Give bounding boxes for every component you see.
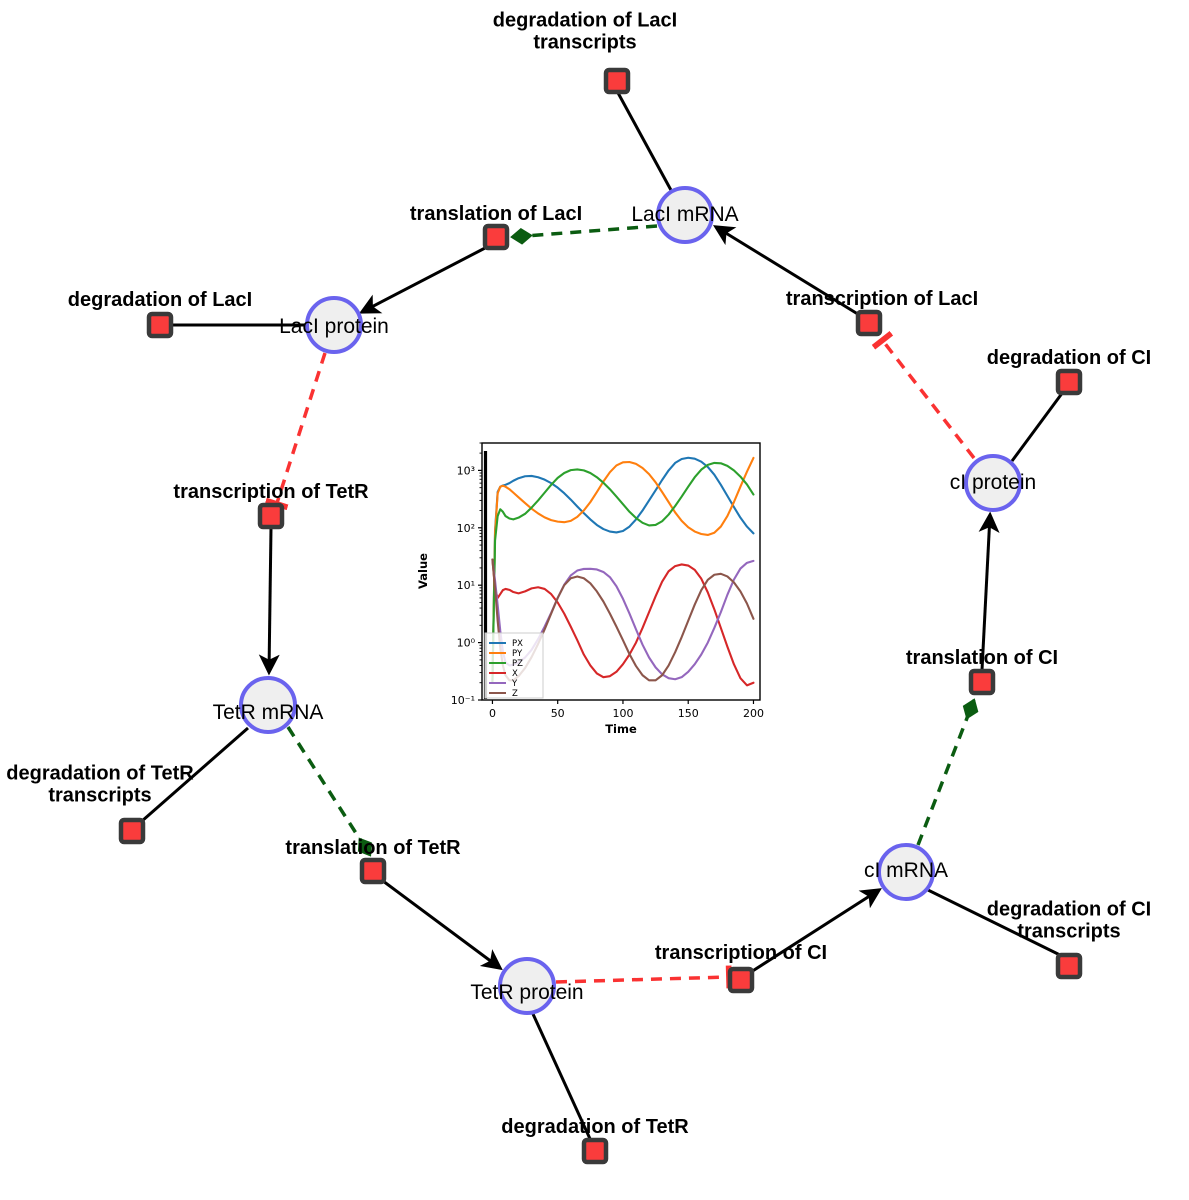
edge-laci-mrna-to-deg-laci-transcripts bbox=[615, 90, 674, 193]
plot-xlabel: Time bbox=[605, 722, 637, 736]
reaction-label-transcription-laci: transcription of LacI bbox=[785, 287, 979, 310]
reaction-label-deg-ci-transcripts: degradation of CI transcripts bbox=[986, 898, 1152, 943]
species-node-tetr-protein[interactable] bbox=[498, 957, 556, 1015]
reaction-label-translation-tetr: translation of TetR bbox=[285, 836, 461, 859]
edge-group-inhibitor bbox=[265, 331, 976, 989]
reaction-node-deg-laci[interactable] bbox=[146, 311, 174, 339]
plot-series-lines bbox=[491, 456, 755, 687]
species-node-tetr-mrna[interactable] bbox=[239, 676, 297, 734]
reaction-node-deg-tetr-transcripts[interactable] bbox=[118, 817, 146, 845]
reaction-node-transcription-ci[interactable] bbox=[727, 966, 755, 994]
edge-ci-mrna-to-translation-ci bbox=[916, 698, 979, 846]
reaction-node-deg-tetr[interactable] bbox=[581, 1137, 609, 1165]
species-label-ci-protein: cI protein bbox=[949, 471, 1037, 494]
plot-y-axis-ticks: 10⁻¹ 10⁰ 10¹ 10² 10³ bbox=[451, 442, 482, 707]
reaction-label-deg-laci: degradation of LacI bbox=[67, 288, 253, 311]
plot-series-x bbox=[491, 558, 755, 687]
reaction-node-transcription-laci[interactable] bbox=[855, 309, 883, 337]
reaction-label-deg-tetr: degradation of TetR bbox=[501, 1115, 689, 1138]
plot-legend-label-px: PX bbox=[512, 639, 523, 649]
reaction-node-deg-ci-transcripts[interactable] bbox=[1055, 952, 1083, 980]
edge-translation-tetr-to-tetr-protein bbox=[382, 879, 503, 971]
edge-translation-ci-to-ci-protein bbox=[978, 511, 1000, 671]
edge-ci-protein-to-transcription-laci bbox=[871, 331, 976, 460]
edge-group-modifier bbox=[286, 224, 979, 857]
species-node-ci-mrna[interactable] bbox=[877, 843, 935, 901]
species-label-tetr-mrna: TetR mRNA bbox=[212, 701, 324, 724]
plot-x-axis-ticks: 0 50 100 150 200 bbox=[489, 700, 764, 720]
reaction-label-deg-tetr-transcripts: degradation of TetR transcripts bbox=[6, 762, 194, 807]
plot-xtick-label: 150 bbox=[678, 707, 699, 720]
species-node-laci-mrna[interactable] bbox=[656, 186, 714, 244]
plot-xtick-label: 200 bbox=[743, 707, 764, 720]
reaction-node-translation-laci[interactable] bbox=[482, 223, 510, 251]
edge-group-product bbox=[258, 225, 1000, 974]
plot-ytick-label: 10⁻¹ bbox=[451, 694, 475, 707]
reaction-label-deg-laci-transcripts: degradation of LacI transcripts bbox=[492, 9, 678, 54]
edge-ci-protein-to-deg-ci bbox=[1010, 391, 1065, 462]
edge-tetr-protein-to-transcription-ci bbox=[555, 965, 733, 989]
plot-ytick-label: 10³ bbox=[457, 464, 475, 477]
reaction-node-translation-tetr[interactable] bbox=[359, 857, 387, 885]
species-node-group[interactable] bbox=[239, 186, 1022, 1015]
reaction-node-deg-laci-transcripts[interactable] bbox=[603, 67, 631, 95]
plot-series-pz bbox=[491, 461, 755, 684]
plot-ytick-label: 10⁰ bbox=[457, 637, 476, 650]
plot-legend-label-x: X bbox=[512, 669, 518, 679]
edge-transcription-ci-to-ci-mrna bbox=[750, 888, 882, 974]
reaction-node-transcription-tetr[interactable] bbox=[257, 502, 285, 530]
plot-legend-label-pz: PZ bbox=[512, 659, 523, 669]
species-label-laci-mrna: LacI mRNA bbox=[631, 203, 739, 226]
species-label-ci-mrna: cI mRNA bbox=[864, 859, 948, 882]
plot-series-py bbox=[491, 456, 755, 684]
edge-laci-protein-to-transcription-tetr bbox=[265, 352, 327, 511]
plot-legend-label-y: Y bbox=[511, 679, 518, 689]
inset-plot-svg: 10⁻¹ 10⁰ 10¹ 10² 10³ 0 50 100 150 200 Time Value… bbox=[416, 442, 764, 736]
plot-xtick-label: 100 bbox=[612, 707, 633, 720]
edge-tetr-protein-to-deg-tetr bbox=[531, 1013, 593, 1142]
reaction-node-translation-ci[interactable] bbox=[968, 668, 996, 696]
plot-ylabel: Value bbox=[416, 553, 430, 589]
plot-xtick-label: 0 bbox=[489, 707, 496, 720]
edge-laci-mrna-to-translation-laci bbox=[510, 224, 658, 245]
plot-legend-label-py: PY bbox=[512, 649, 523, 659]
edge-group-consumption bbox=[141, 90, 1065, 1142]
reaction-label-transcription-tetr: transcription of TetR bbox=[173, 480, 369, 503]
edge-transcription-tetr-to-tetr-mrna bbox=[258, 527, 280, 676]
edge-tetr-mrna-to-translation-tetr bbox=[286, 726, 372, 857]
species-label-laci-protein: LacI protein bbox=[279, 315, 389, 338]
edge-transcription-laci-to-laci-mrna bbox=[713, 225, 862, 318]
reaction-label-translation-laci: translation of LacI bbox=[409, 202, 583, 225]
plot-xtick-label: 50 bbox=[551, 707, 565, 720]
reaction-node-deg-ci[interactable] bbox=[1055, 368, 1083, 396]
plot-ytick-label: 10¹ bbox=[457, 579, 475, 592]
simulation-inset-plot: 10⁻¹ 10⁰ 10¹ 10² 10³ 0 50 100 150 200 Time Value… bbox=[413, 437, 768, 757]
species-node-laci-protein[interactable] bbox=[305, 296, 363, 354]
plot-ytick-label: 10² bbox=[457, 522, 475, 535]
species-node-ci-protein[interactable] bbox=[964, 454, 1022, 512]
reaction-node-group[interactable] bbox=[118, 67, 1083, 1165]
edge-tetr-mrna-to-deg-tetr-transcripts bbox=[141, 726, 249, 823]
reaction-label-transcription-ci: transcription of CI bbox=[654, 941, 828, 964]
edge-ci-mrna-to-deg-ci-transcripts bbox=[927, 888, 1063, 958]
edge-translation-laci-to-laci-protein bbox=[358, 245, 488, 314]
plot-legend-label-z: Z bbox=[512, 689, 518, 699]
species-label-tetr-protein: TetR protein bbox=[470, 981, 584, 1004]
reaction-label-translation-ci: translation of CI bbox=[905, 646, 1059, 669]
reaction-label-deg-ci: degradation of CI bbox=[986, 346, 1152, 369]
